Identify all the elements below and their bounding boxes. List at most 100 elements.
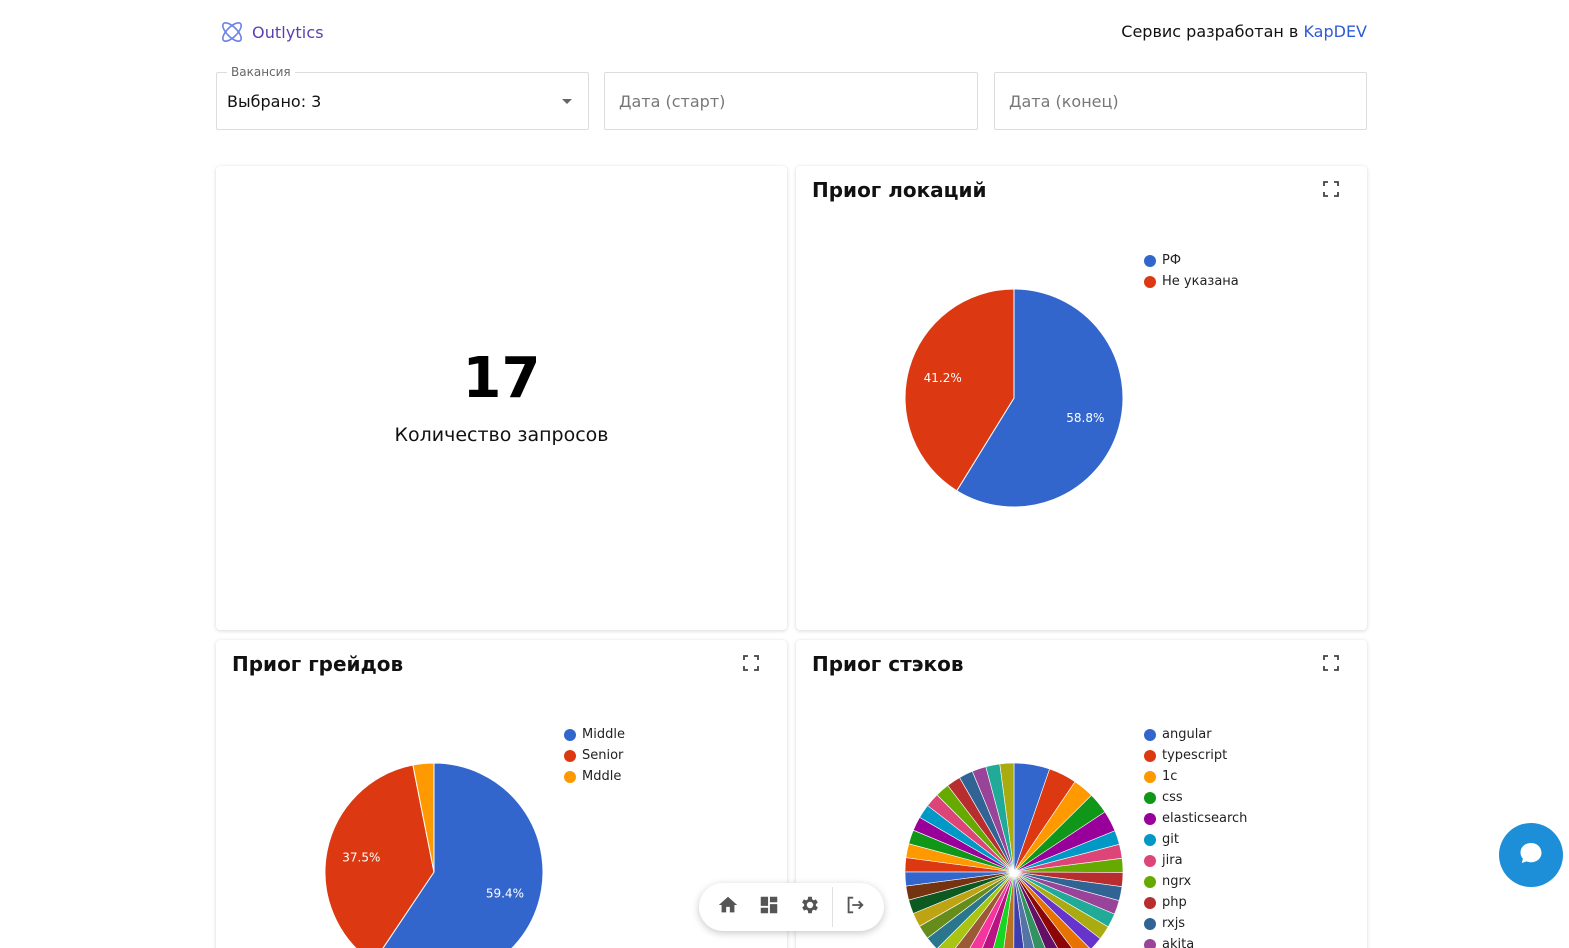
pie-slice-label: 37.5% <box>342 850 380 864</box>
legend-label: akita <box>1162 937 1195 948</box>
gear-icon <box>799 894 821 920</box>
vacancy-select[interactable]: Вакансия Выбрано: 3 <box>216 65 589 130</box>
grades-pie-chart: 59.4% 37.5% <box>324 762 544 948</box>
pie-slice[interactable] <box>1013 871 1042 948</box>
pie-slice-label: 58.8% <box>1066 411 1104 425</box>
legend-item[interactable]: elasticsearch <box>1144 808 1247 829</box>
bottom-dock <box>699 883 884 931</box>
legend-swatch <box>1144 254 1156 267</box>
date-start-input[interactable] <box>605 73 977 129</box>
vacancy-value: Выбрано: 3 <box>227 92 322 111</box>
logout-icon <box>844 894 866 920</box>
pie-slice[interactable] <box>904 288 1015 492</box>
legend-item[interactable]: akita <box>1144 934 1247 948</box>
legend-item[interactable]: rxjs <box>1144 913 1247 934</box>
legend-item[interactable]: git <box>1144 829 1247 850</box>
dashboard-button[interactable] <box>748 885 789 929</box>
legend-swatch <box>564 770 576 783</box>
locations-pie-chart: 58.8% 41.2% <box>904 288 1124 508</box>
locations-card-title: Приог локаций <box>812 178 987 202</box>
pie-slice[interactable] <box>412 762 435 873</box>
locations-legend: РФ Не указана <box>1144 250 1239 292</box>
legend-item[interactable]: 1c <box>1144 766 1247 787</box>
atom-logo-icon <box>218 18 246 46</box>
legend-label: Не указана <box>1162 274 1239 289</box>
legend-label: Mddle <box>582 769 622 784</box>
legend-item[interactable]: typescript <box>1144 745 1247 766</box>
credit-text: Сервис разработан в <box>1121 22 1299 41</box>
credit-link[interactable]: KapDEV <box>1303 22 1367 41</box>
legend-swatch <box>1144 917 1156 930</box>
settings-button[interactable] <box>789 885 830 929</box>
pie-slice[interactable] <box>999 762 1015 873</box>
grades-card: Приог грейдов Middle Senior Mddle 59.4% 37.… <box>216 640 787 948</box>
credit: Сервис разработан в KapDEV <box>1121 22 1367 41</box>
grades-legend: Middle Senior Mddle <box>564 724 625 787</box>
legend-label: ngrx <box>1162 874 1192 889</box>
pie-slice-label: 41.2% <box>924 371 962 385</box>
pie-slice[interactable] <box>1013 871 1101 948</box>
legend-swatch <box>1144 875 1156 888</box>
legend-item[interactable]: css <box>1144 787 1247 808</box>
legend-label: css <box>1162 790 1183 805</box>
pie-slice[interactable] <box>373 762 544 948</box>
grades-card-title: Приог грейдов <box>232 652 404 676</box>
legend-label: Middle <box>582 727 625 742</box>
home-button[interactable] <box>707 885 748 929</box>
pie-slice[interactable] <box>1013 871 1068 948</box>
legend-swatch <box>1144 896 1156 909</box>
legend-label: elasticsearch <box>1162 811 1248 826</box>
legend-swatch <box>1144 812 1156 825</box>
pie-slice-label: 59.4% <box>486 887 524 901</box>
legend-item[interactable]: angular <box>1144 724 1247 745</box>
legend-item[interactable]: Mddle <box>564 766 625 787</box>
date-end-field[interactable] <box>994 72 1367 130</box>
chat-button[interactable] <box>1499 823 1563 887</box>
stacks-card-title: Приог стэков <box>812 652 964 676</box>
brand-name: Outlytics <box>252 22 324 42</box>
dock-divider <box>832 887 833 927</box>
dashboard-icon <box>758 894 780 920</box>
legend-label: typescript <box>1162 748 1228 763</box>
legend-item[interactable]: php <box>1144 892 1247 913</box>
legend-label: РФ <box>1162 253 1182 268</box>
legend-item[interactable]: Не указана <box>1144 271 1239 292</box>
legend-swatch <box>1144 833 1156 846</box>
legend-swatch <box>1144 770 1156 783</box>
legend-item[interactable]: jira <box>1144 850 1247 871</box>
legend-label: php <box>1162 895 1187 910</box>
fullscreen-icon[interactable] <box>743 655 759 671</box>
legend-swatch <box>1144 749 1156 762</box>
legend-item[interactable]: Senior <box>564 745 625 766</box>
requests-count-card: 17 Количество запросов <box>216 166 787 630</box>
chevron-down-icon[interactable] <box>562 99 572 104</box>
legend-label: git <box>1162 832 1179 847</box>
legend-label: rxjs <box>1162 916 1186 931</box>
stacks-pie-chart <box>904 762 1124 948</box>
legend-swatch <box>1144 791 1156 804</box>
vacancy-label: Вакансия <box>227 65 295 79</box>
legend-label: 1c <box>1162 769 1178 784</box>
legend-swatch <box>564 728 576 741</box>
legend-swatch <box>1144 275 1156 288</box>
requests-count-label: Количество запросов <box>394 424 609 446</box>
stacks-legend: angular typescript 1c css elasticsearch git ji… <box>1144 724 1247 948</box>
requests-count: 17 <box>462 346 541 411</box>
date-start-field[interactable] <box>604 72 978 130</box>
logout-button[interactable] <box>835 885 876 929</box>
pie-slice[interactable] <box>1013 871 1028 948</box>
pie-slice[interactable] <box>956 288 1124 508</box>
legend-label: angular <box>1162 727 1212 742</box>
pie-slice[interactable] <box>324 764 435 948</box>
legend-swatch <box>564 749 576 762</box>
stacks-card: Приог стэков angular typescript 1c css elast… <box>796 640 1367 948</box>
chat-bubble-icon <box>1517 839 1545 871</box>
legend-item[interactable]: ngrx <box>1144 871 1247 892</box>
fullscreen-icon[interactable] <box>1323 655 1339 671</box>
fullscreen-icon[interactable] <box>1323 181 1339 197</box>
legend-item[interactable]: РФ <box>1144 250 1239 271</box>
date-end-input[interactable] <box>995 73 1366 129</box>
brand[interactable]: Outlytics <box>218 18 324 46</box>
legend-item[interactable]: Middle <box>564 724 625 745</box>
legend-label: jira <box>1162 853 1183 868</box>
